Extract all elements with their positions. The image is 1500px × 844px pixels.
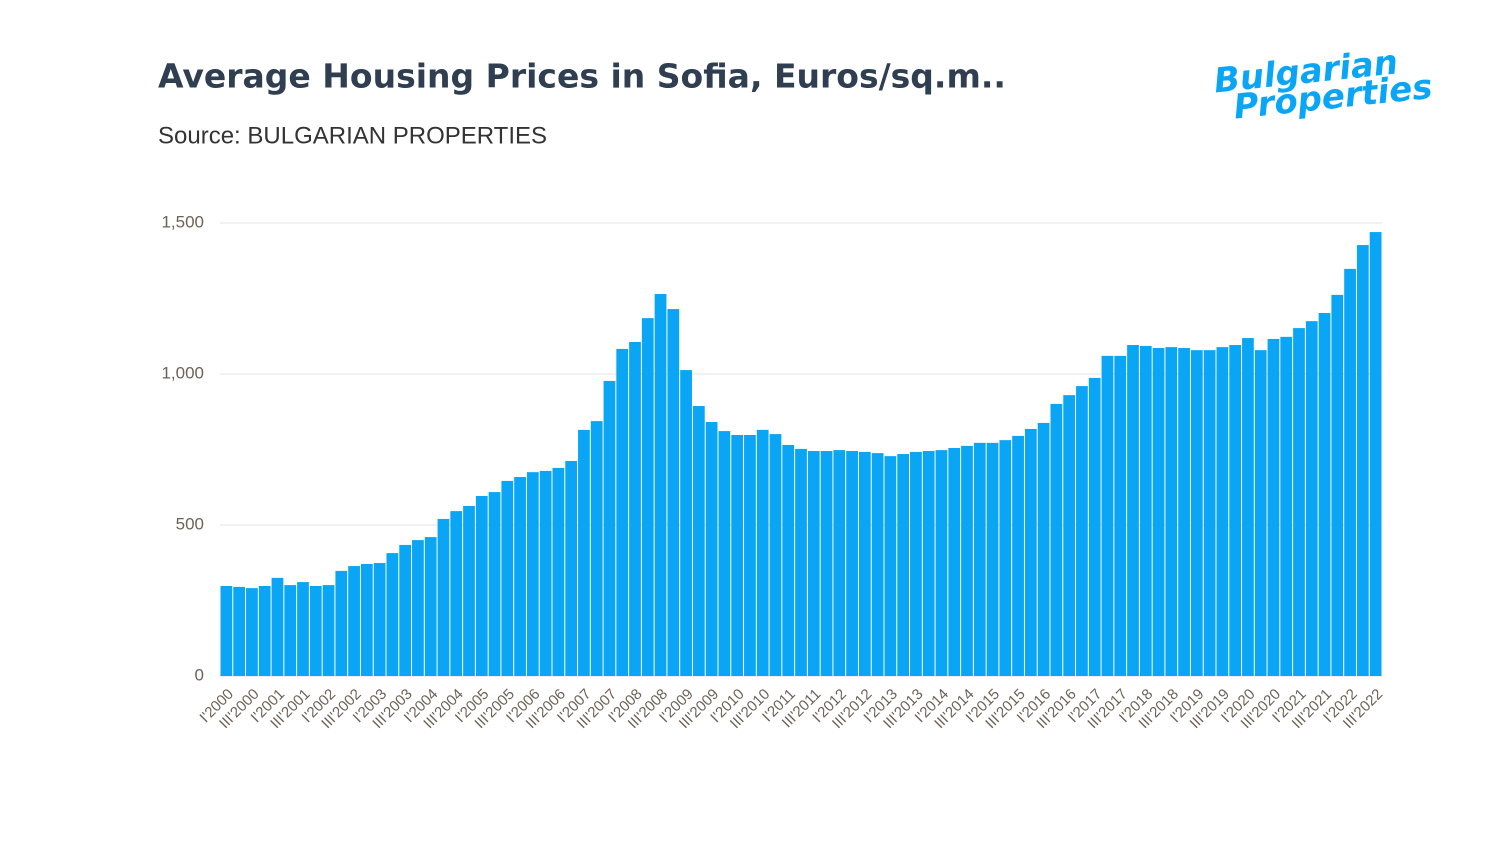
- bar: [1024, 428, 1037, 676]
- bar: [1305, 321, 1318, 676]
- bar: [348, 566, 360, 676]
- bar: [820, 451, 833, 676]
- bar: [360, 563, 373, 676]
- bar: [935, 450, 948, 676]
- bar: [603, 380, 616, 676]
- bar: [1139, 345, 1152, 676]
- bar: [1331, 294, 1344, 676]
- bar: [999, 440, 1012, 676]
- bar: [986, 442, 999, 676]
- bar: [744, 435, 756, 676]
- bar: [437, 518, 450, 676]
- bar: [565, 460, 578, 676]
- bar: [1050, 403, 1063, 676]
- bar: [1280, 336, 1293, 676]
- bar: [297, 582, 309, 676]
- bar: [475, 496, 488, 676]
- bar: [948, 447, 961, 676]
- bar: [795, 448, 807, 676]
- bar: [386, 553, 399, 676]
- bar: [718, 431, 731, 676]
- bar: [756, 429, 769, 676]
- bar: [450, 511, 463, 676]
- bar: [1229, 345, 1242, 676]
- bar: [1369, 232, 1382, 676]
- bar: [1012, 435, 1024, 676]
- bar: [1076, 386, 1088, 676]
- bar: [399, 544, 412, 676]
- bar: [667, 309, 680, 676]
- bar: [884, 456, 897, 676]
- bar: [680, 370, 692, 676]
- y-tick-label: 1,000: [161, 363, 204, 382]
- y-tick-label: 500: [176, 514, 204, 533]
- bar: [807, 451, 820, 676]
- bar: [782, 444, 795, 676]
- bar: [373, 563, 386, 676]
- bar: [654, 293, 667, 676]
- bar: [488, 492, 501, 676]
- bar: [858, 451, 871, 676]
- bar: [1242, 338, 1254, 676]
- bar: [271, 577, 284, 676]
- bar: [1216, 347, 1229, 676]
- bar: [590, 421, 603, 676]
- bar: [258, 586, 271, 676]
- bar: [246, 588, 258, 676]
- bar: [1063, 395, 1076, 676]
- bar: [910, 451, 922, 676]
- bar: [871, 453, 884, 676]
- bar: [1344, 268, 1356, 676]
- bar: [1114, 355, 1127, 676]
- bar: [335, 570, 348, 676]
- bar: [692, 406, 705, 676]
- y-tick-label: 0: [195, 665, 204, 684]
- bar: [309, 586, 322, 676]
- bar: [1178, 348, 1190, 676]
- bar: [1190, 350, 1203, 676]
- bar: [284, 585, 297, 676]
- bar: [961, 445, 973, 676]
- bar: [539, 470, 552, 676]
- bar: [1165, 347, 1178, 676]
- bar: [973, 442, 986, 676]
- bar: [1267, 338, 1280, 676]
- bar: [233, 586, 246, 676]
- bar: [1356, 245, 1369, 676]
- bar: [1101, 355, 1114, 676]
- bar: [731, 435, 744, 676]
- bar: [769, 434, 782, 676]
- chart-subtitle: Source: BULGARIAN PROPERTIES: [158, 122, 547, 149]
- bar: [1203, 350, 1216, 676]
- bar: [1318, 312, 1331, 676]
- chart-title: Average Housing Prices in Sofia, Euros/s…: [158, 57, 1006, 96]
- bar: [705, 422, 718, 676]
- bar: [1037, 422, 1050, 676]
- bar: [526, 472, 539, 676]
- bar: [514, 476, 526, 676]
- bar: [220, 586, 233, 676]
- bar: [1152, 348, 1165, 676]
- bar: [424, 537, 437, 676]
- bar: [897, 454, 910, 676]
- y-tick-label: 1,500: [161, 212, 204, 231]
- bar: [1293, 328, 1305, 676]
- bar: [322, 585, 335, 676]
- bar: [629, 341, 641, 676]
- bar: [833, 450, 846, 676]
- bar: [1088, 377, 1101, 676]
- bar: [641, 318, 654, 676]
- bar: [578, 429, 590, 676]
- bar: [922, 451, 935, 676]
- bar: [552, 467, 565, 676]
- bar: [1127, 345, 1139, 676]
- bar: [846, 451, 858, 676]
- logo: Bulgarian Properties: [1212, 42, 1434, 127]
- bar: [1254, 350, 1267, 676]
- bar: [412, 540, 424, 676]
- bar: [501, 480, 514, 676]
- bar: [463, 505, 475, 676]
- bar: [616, 348, 629, 676]
